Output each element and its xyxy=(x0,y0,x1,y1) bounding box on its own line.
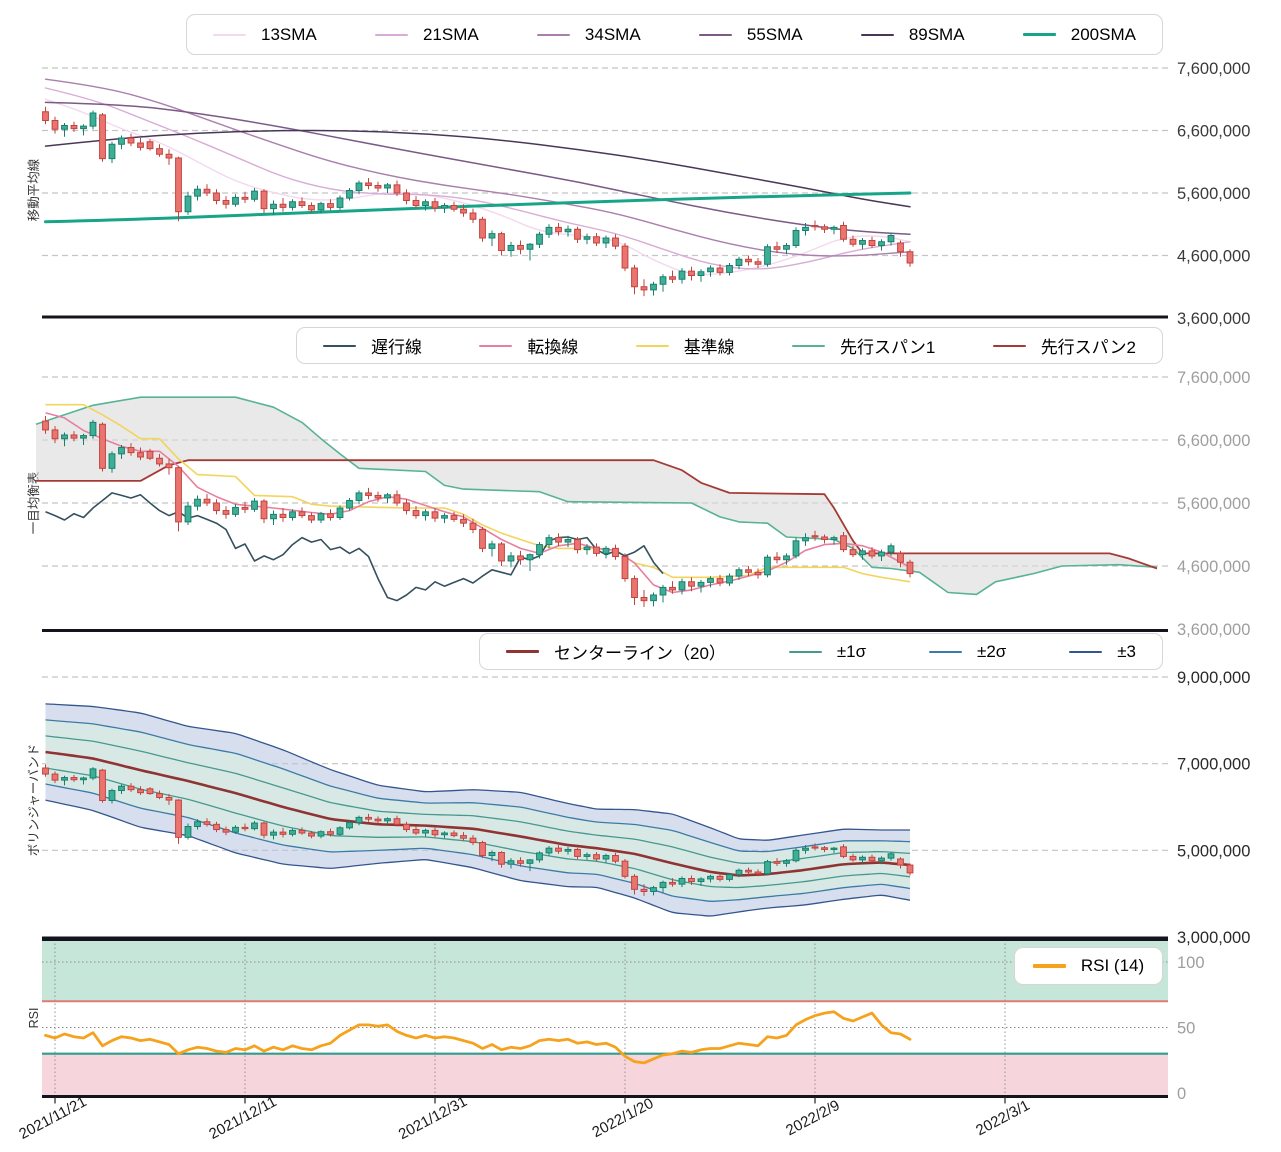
legend-label: 先行スパン2 xyxy=(1040,338,1136,357)
y-tick-label: 6,600,000 xyxy=(1177,432,1250,450)
y-tick-label: 7,000,000 xyxy=(1177,756,1250,774)
legend-label: ±2σ xyxy=(977,641,1007,661)
legend-item: 13SMA xyxy=(213,25,317,45)
axis-title-ichimoku: 一目均衡表 xyxy=(27,471,41,534)
legend-label: ±1σ xyxy=(836,641,867,661)
panel-moving-averages: 7,600,000 6,600,000 5,600,000 4,600,000 3,60… xyxy=(26,60,1250,328)
legend-line-swatch xyxy=(536,33,570,36)
legend-item: 200SMA xyxy=(1022,24,1136,45)
legend-item: 21SMA xyxy=(374,24,479,45)
legend-line-swatch xyxy=(479,344,513,347)
legend-item: 先行スパン1 xyxy=(792,333,935,358)
y-tick-label: 3,600,000 xyxy=(1177,310,1250,328)
legend-label: RSI (14) xyxy=(1080,956,1145,975)
y-tick-label: 6,600,000 xyxy=(1177,123,1250,141)
legend-item: 遅行線 xyxy=(323,333,422,358)
legend-line-swatch xyxy=(213,33,246,36)
y-tick-label: 3,000,000 xyxy=(1177,929,1250,947)
legend-label: ±3 xyxy=(1117,641,1136,661)
y-tick-label: 7,600,000 xyxy=(1177,369,1250,387)
y-tick-label: 5,600,000 xyxy=(1177,185,1250,203)
y-tick-label: 4,600,000 xyxy=(1177,558,1250,576)
legend-bollinger: センターライン（20） ±1σ ±2σ ±3 xyxy=(479,633,1163,670)
legend-line-swatch xyxy=(635,344,669,347)
x-tick-label: 2022/3/1 xyxy=(973,1097,1033,1139)
legend-label: 200SMA xyxy=(1070,24,1136,44)
legend-line-swatch xyxy=(860,33,894,36)
y-tick-label: 9,000,000 xyxy=(1177,669,1250,687)
legend-line-swatch xyxy=(1022,33,1056,36)
legend-item: 34SMA xyxy=(536,24,641,45)
panel-rsi: 100 50 0 RSI 2021/11/21 2021/12/11 2021/12/31 2… xyxy=(16,938,1205,1143)
legend-label: 34SMA xyxy=(584,24,641,44)
legend-item: 55SMA xyxy=(698,24,803,45)
y-tick-label: 3,600,000 xyxy=(1177,621,1250,639)
legend-sma: 13SMA 21SMA 34SMA 55SMA 89SMA 200SMA xyxy=(186,14,1163,55)
legend-line-swatch xyxy=(1069,650,1103,653)
x-tick-label: 2021/11/21 xyxy=(16,1093,89,1143)
legend-label: 55SMA xyxy=(746,24,803,44)
panel-ichimoku: 7,600,000 6,600,000 5,600,000 4,600,000 3,60… xyxy=(27,369,1250,639)
legend-label: 13SMA xyxy=(261,24,317,44)
legend-item: 転換線 xyxy=(479,333,578,358)
legend-line-swatch xyxy=(992,344,1026,347)
legend-label: 21SMA xyxy=(422,24,479,44)
legend-label: 基準線 xyxy=(683,338,735,357)
x-tick-label: 2021/12/11 xyxy=(206,1093,279,1143)
legend-item: RSI (14) xyxy=(1032,956,1145,976)
legend-label: 先行スパン1 xyxy=(840,338,936,357)
legend-line-swatch xyxy=(374,33,408,36)
y-tick-label: 50 xyxy=(1177,1020,1195,1038)
y-tick-label: 7,600,000 xyxy=(1177,60,1250,78)
y-tick-label: 0 xyxy=(1177,1085,1186,1103)
legend-item: センターライン（20） xyxy=(506,639,726,664)
axis-title-rsi: RSI xyxy=(27,1008,41,1029)
legend-line-swatch xyxy=(792,344,826,347)
legend-item: ±3 xyxy=(1069,642,1136,662)
legend-label: 遅行線 xyxy=(371,338,422,357)
legend-label: 89SMA xyxy=(908,24,965,44)
panel-bollinger: 9,000,000 7,000,000 5,000,000 3,000,000 ボリンジ… xyxy=(27,669,1250,947)
legend-line-swatch xyxy=(698,33,732,36)
y-tick-label: 4,600,000 xyxy=(1177,248,1250,266)
legend-label: 転換線 xyxy=(527,338,579,357)
axis-title-bollinger: ボリンジャーバンド xyxy=(27,744,41,856)
y-tick-label: 5,600,000 xyxy=(1177,495,1250,513)
legend-item: ±1σ xyxy=(788,641,867,662)
legend-item: ±2σ xyxy=(929,642,1006,662)
legend-item: 89SMA xyxy=(860,24,965,45)
legend-line-swatch xyxy=(929,650,963,653)
x-tick-label: 2021/12/31 xyxy=(396,1093,470,1143)
legend-item: 基準線 xyxy=(635,333,735,358)
legend-line-swatch xyxy=(1032,964,1066,968)
y-tick-label: 5,000,000 xyxy=(1177,842,1250,860)
legend-rsi: RSI (14) xyxy=(1014,947,1163,985)
legend-ichimoku: 遅行線 転換線 基準線 先行スパン1 先行スパン2 xyxy=(296,327,1163,364)
y-tick-label: 100 xyxy=(1177,954,1205,972)
x-tick-label: 2022/2/9 xyxy=(783,1097,843,1139)
legend-label: センターライン（20） xyxy=(554,644,726,663)
x-tick-label: 2022/1/20 xyxy=(589,1095,656,1141)
axis-title-sma: 移動平均線 xyxy=(26,158,41,221)
legend-line-swatch xyxy=(506,650,539,653)
legend-line-swatch xyxy=(323,344,356,347)
legend-item: 先行スパン2 xyxy=(992,333,1136,358)
legend-line-swatch xyxy=(788,650,822,653)
